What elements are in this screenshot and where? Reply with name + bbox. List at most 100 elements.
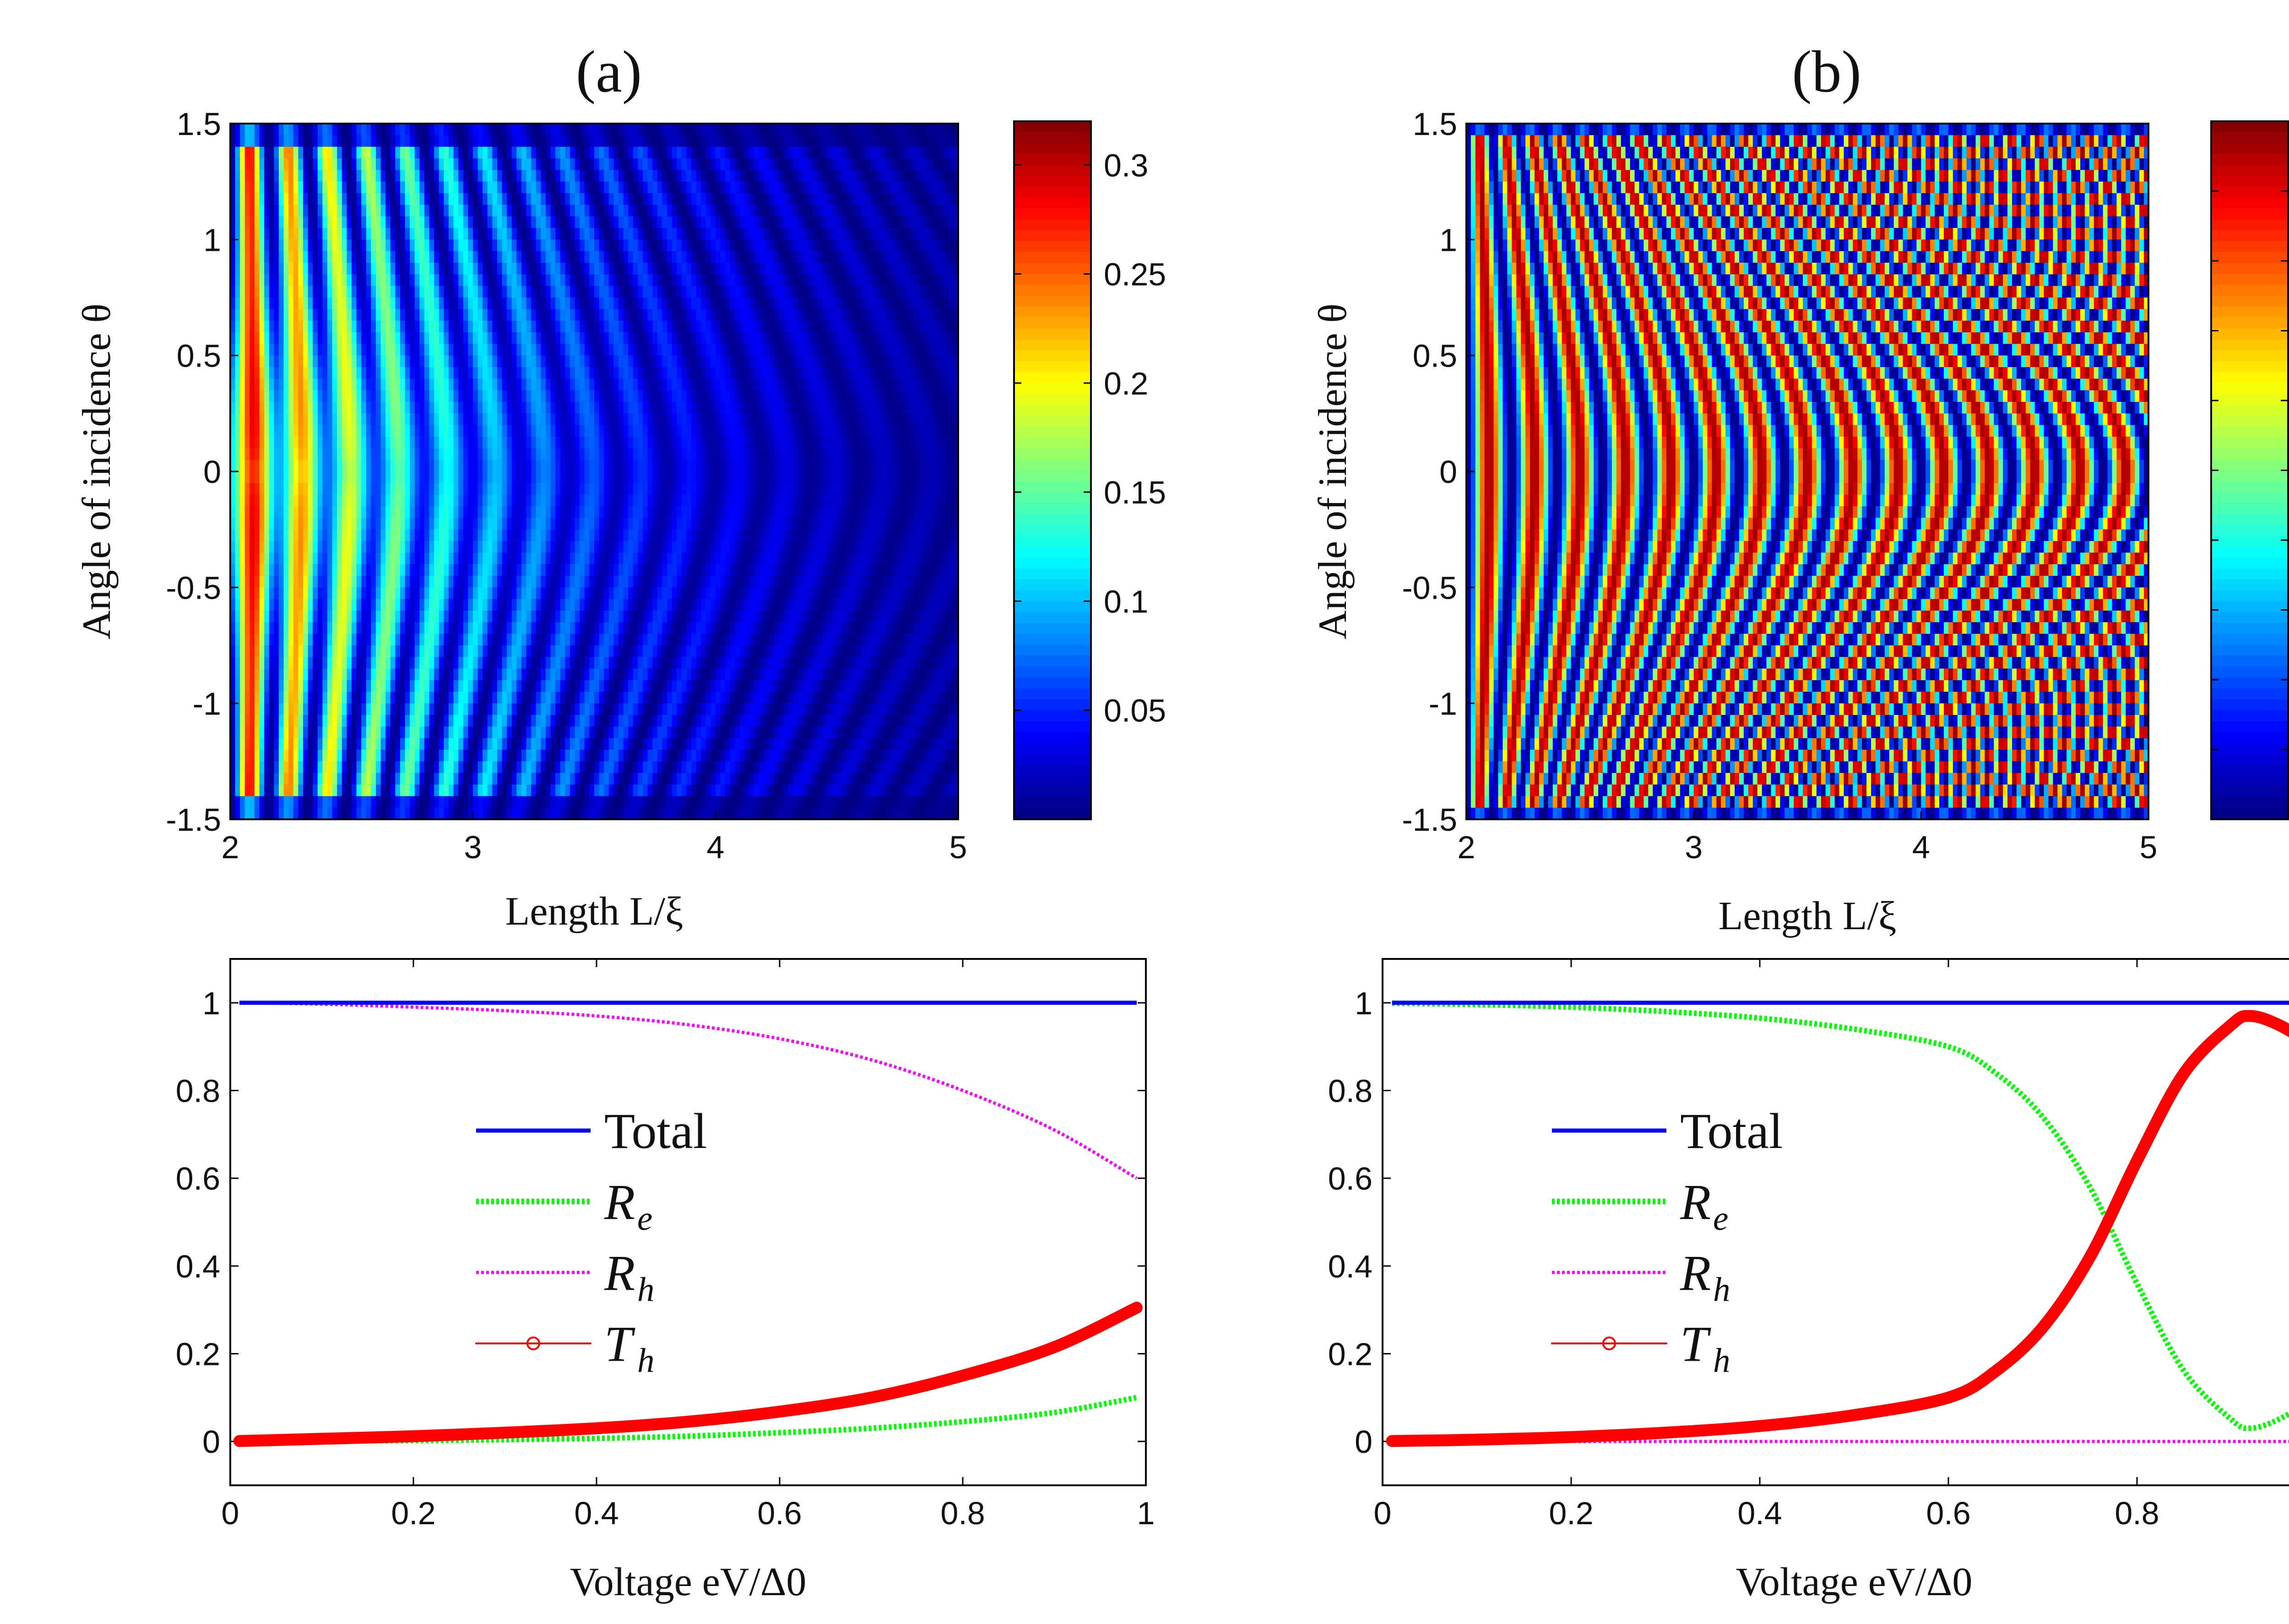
heatmap-cell: [778, 320, 784, 333]
heatmap-cell: [264, 135, 270, 147]
heatmap-cell: [837, 379, 842, 391]
heatmap-cell: [618, 471, 624, 484]
heatmap-cell: [293, 483, 299, 495]
heatmap-cell: [948, 216, 954, 228]
heatmap-cell: [250, 320, 255, 333]
heatmap-cell: [414, 425, 420, 437]
heatmap-cell: [705, 298, 711, 310]
heatmap-cell: [599, 286, 604, 298]
heatmap-cell: [652, 170, 658, 182]
heatmap-cell: [473, 263, 478, 275]
heatmap-cell: [322, 274, 328, 287]
heatmap-cell: [497, 298, 503, 310]
heatmap-cell: [827, 205, 833, 217]
heatmap-cell: [948, 413, 954, 426]
heatmap-cell: [244, 402, 250, 414]
heatmap-cell: [808, 390, 813, 402]
heatmap-cell: [250, 298, 255, 310]
heatmap-cell: [788, 460, 794, 472]
heatmap-cell: [725, 170, 731, 182]
heatmap-cell: [308, 274, 313, 287]
heatmap-cell: [371, 263, 376, 275]
heatmap-cell: [298, 193, 304, 206]
heatmap-cell: [303, 181, 309, 194]
heatmap-cell: [769, 471, 774, 484]
heatmap-cell: [468, 425, 473, 437]
heatmap-cell: [352, 124, 357, 136]
heatmap-cell: [521, 332, 527, 345]
heatmap-cell: [298, 320, 304, 333]
heatmap-cell: [798, 355, 803, 368]
heatmap-cell: [589, 494, 595, 507]
heatmap-cell: [633, 205, 639, 217]
heatmap-cell: [541, 274, 546, 287]
heatmap-cell: [618, 494, 624, 507]
heatmap-cell: [744, 228, 750, 240]
heatmap-cell: [259, 402, 265, 414]
heatmap-cell: [953, 135, 959, 147]
heatmap-cell: [410, 425, 415, 437]
heatmap-cell: [594, 448, 600, 460]
heatmap-cell: [938, 216, 944, 228]
heatmap-cell: [575, 228, 580, 240]
heatmap-cell: [662, 332, 667, 345]
heatmap-cell: [575, 146, 580, 159]
heatmap-cell: [803, 494, 808, 507]
heatmap-cell: [589, 158, 595, 171]
heatmap-cell: [342, 448, 347, 460]
heatmap-cell: [414, 471, 420, 484]
heatmap-cell: [477, 274, 483, 287]
heatmap-cell: [463, 170, 469, 182]
heatmap-cell: [735, 413, 740, 426]
heatmap-cell: [390, 274, 396, 287]
heatmap-cell: [822, 390, 828, 402]
heatmap-cell: [356, 390, 362, 402]
heatmap-cell: [900, 483, 906, 495]
heatmap-cell: [521, 158, 527, 171]
heatmap-cell: [696, 205, 701, 217]
heatmap-cell: [376, 181, 381, 194]
heatmap-cell: [716, 286, 721, 298]
heatmap-cell: [740, 228, 745, 240]
heatmap-cell: [672, 124, 677, 136]
heatmap-cell: [885, 205, 891, 217]
heatmap-cell: [487, 298, 493, 310]
heatmap-cell: [264, 413, 270, 426]
heatmap-cell: [269, 483, 275, 495]
heatmap-cell: [380, 320, 386, 333]
heatmap-cell: [531, 332, 537, 345]
heatmap-cell: [885, 170, 891, 182]
heatmap-cell: [395, 216, 401, 228]
heatmap-cell: [934, 170, 939, 182]
heatmap-cell: [914, 471, 920, 484]
heatmap-cell: [725, 344, 731, 356]
heatmap-cell: [837, 239, 842, 252]
heatmap-cell: [453, 494, 459, 507]
heatmap-cell: [259, 460, 265, 472]
heatmap-cell: [837, 158, 842, 171]
heatmap-cell: [550, 332, 556, 345]
heatmap-cell: [647, 344, 653, 356]
heatmap-cell: [938, 274, 944, 287]
heatmap-cell: [575, 274, 580, 287]
heatmap-cell: [477, 367, 483, 379]
heatmap-cell: [716, 228, 721, 240]
heatmap-cell: [458, 216, 464, 228]
heatmap-cell: [487, 193, 493, 206]
heatmap-cell: [347, 216, 352, 228]
heatmap-cell: [274, 413, 279, 426]
heatmap-cell: [492, 425, 498, 437]
heatmap-cell: [657, 437, 663, 449]
heatmap-cell: [250, 263, 255, 275]
heatmap-cell: [298, 286, 304, 298]
heatmap-cell: [376, 390, 381, 402]
heatmap-cell: [395, 263, 401, 275]
heatmap-cell: [405, 494, 410, 507]
heatmap-cell: [575, 298, 580, 310]
heatmap-cell: [279, 146, 284, 159]
heatmap-cell: [541, 228, 546, 240]
heatmap-cell: [628, 367, 634, 379]
heatmap-cell: [317, 425, 323, 437]
heatmap-cell: [511, 181, 517, 194]
heatmap-cell: [788, 193, 794, 206]
